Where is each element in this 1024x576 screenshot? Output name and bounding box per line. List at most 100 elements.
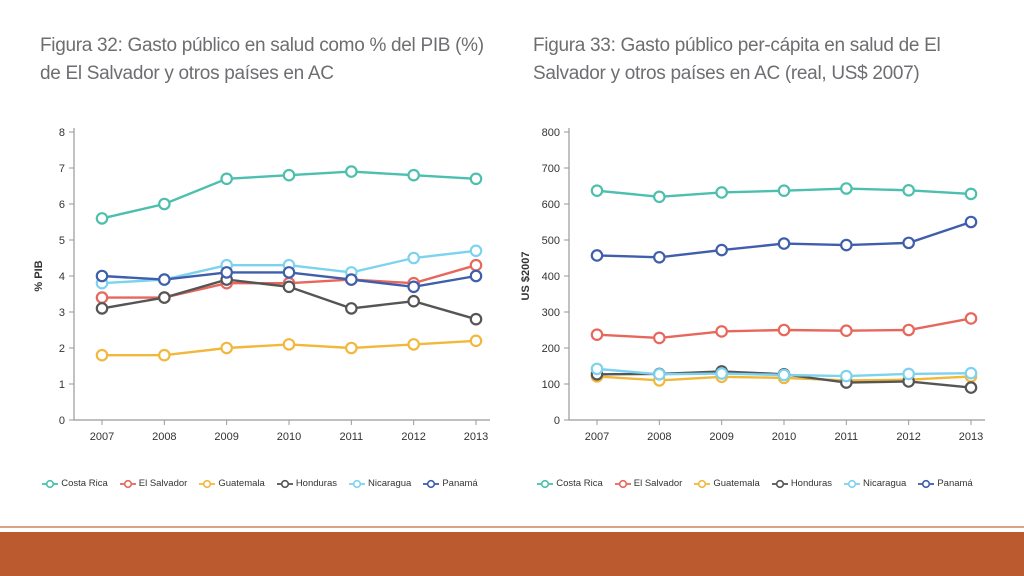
x-tick-label: 2007 — [585, 431, 609, 443]
data-point-el-salvador — [95, 291, 109, 304]
data-point-panam- — [282, 266, 296, 279]
y-tick-label: 600 — [542, 199, 560, 211]
data-point-nicaragua — [777, 368, 791, 382]
data-point-panam- — [777, 237, 791, 250]
x-tick-label: 2007 — [90, 431, 114, 443]
legend-item: Guatemala — [694, 478, 760, 489]
data-point-nicaragua — [902, 367, 915, 381]
data-point-guatemala — [158, 348, 171, 362]
data-point-guatemala — [469, 334, 483, 348]
data-point-nicaragua — [590, 362, 604, 376]
legend-swatch-icon — [918, 479, 935, 488]
legend-item: Panamá — [918, 478, 973, 489]
data-point-nicaragua — [964, 366, 978, 380]
data-point-costa-rica — [95, 212, 109, 225]
legend-item: Nicaragua — [844, 478, 906, 489]
legend-swatch-icon — [614, 479, 631, 488]
x-tick-label: 2010 — [277, 431, 301, 443]
chart-title: Figura 32: Gasto público en salud como %… — [40, 35, 484, 84]
legend-item: Panamá — [423, 478, 478, 489]
legend-label: Nicaragua — [368, 478, 412, 489]
data-point-costa-rica — [590, 184, 604, 197]
data-point-costa-rica — [220, 172, 233, 186]
x-tick-label: 2011 — [835, 431, 859, 443]
y-tick-label: 7 — [59, 163, 65, 175]
y-tick-label: 0 — [554, 415, 560, 427]
legend-swatch-icon — [349, 479, 366, 488]
y-tick-label: 1 — [59, 379, 65, 391]
data-point-panam- — [407, 280, 420, 294]
data-point-costa-rica — [469, 172, 483, 186]
chart-panel-gasto-per-capita: Figura 33: Gasto público per-cápita en s… — [515, 0, 995, 520]
legend-item: Costa Rica — [42, 478, 108, 489]
footer-divider — [0, 526, 1024, 528]
y-tick-label: 3 — [59, 307, 65, 319]
x-tick-label: 2013 — [959, 431, 983, 443]
data-point-costa-rica — [777, 184, 791, 197]
data-point-el-salvador — [590, 328, 604, 341]
y-axis-label: % PIB — [33, 260, 45, 291]
data-point-honduras — [964, 381, 978, 394]
data-point-honduras — [158, 291, 171, 304]
data-point-panam- — [840, 238, 853, 252]
legend-label: Honduras — [295, 478, 338, 489]
data-point-costa-rica — [964, 187, 978, 201]
data-point-guatemala — [407, 338, 420, 351]
data-point-costa-rica — [158, 197, 171, 211]
x-tick-label: 2013 — [464, 431, 488, 443]
data-point-costa-rica — [653, 190, 666, 204]
data-point-costa-rica — [840, 182, 853, 195]
legend-swatch-icon — [771, 479, 788, 488]
data-point-panam- — [964, 215, 978, 229]
y-tick-label: 700 — [542, 163, 560, 175]
legend-label: Guatemala — [713, 478, 760, 489]
legend-label: Panamá — [442, 478, 478, 489]
data-point-guatemala — [345, 341, 358, 355]
data-point-el-salvador — [777, 323, 791, 337]
data-point-nicaragua — [715, 367, 728, 380]
data-point-el-salvador — [902, 323, 915, 337]
x-tick-label: 2012 — [401, 431, 425, 443]
data-point-costa-rica — [407, 168, 420, 182]
data-point-guatemala — [282, 338, 296, 351]
legend-label: Guatemala — [218, 478, 265, 489]
x-tick-label: 2012 — [896, 431, 920, 443]
data-point-panam- — [590, 249, 604, 262]
y-tick-label: 8 — [59, 127, 65, 139]
legend-item: Honduras — [276, 478, 338, 489]
data-point-panam- — [345, 273, 358, 286]
x-tick-label: 2008 — [647, 431, 671, 443]
y-tick-label: 5 — [59, 235, 65, 247]
data-point-el-salvador — [469, 258, 483, 272]
legend-item: Nicaragua — [349, 478, 411, 489]
y-axis-label: US $2007 — [520, 252, 532, 301]
chart-panel-gasto-pib: Figura 32: Gasto público en salud como %… — [20, 0, 500, 520]
data-point-guatemala — [220, 341, 233, 355]
y-tick-label: 4 — [59, 271, 65, 283]
data-point-nicaragua — [407, 251, 420, 265]
y-tick-label: 200 — [542, 343, 560, 355]
legend-swatch-icon — [844, 479, 861, 488]
data-point-nicaragua — [469, 244, 483, 258]
chart-legend: Costa Rica El Salvador Guatemala Honduras Ni… — [515, 478, 995, 489]
legend-label: Costa Rica — [61, 478, 108, 489]
y-tick-label: 100 — [542, 379, 560, 391]
data-point-panam- — [715, 243, 728, 257]
y-tick-label: 0 — [59, 415, 65, 427]
data-point-nicaragua — [840, 369, 853, 383]
legend-swatch-icon — [423, 479, 440, 488]
y-tick-label: 300 — [542, 307, 560, 319]
legend-item: Guatemala — [199, 478, 265, 489]
data-point-el-salvador — [715, 325, 728, 338]
y-tick-label: 800 — [542, 127, 560, 139]
legend-item: Costa Rica — [537, 478, 603, 489]
y-tick-label: 2 — [59, 343, 65, 355]
data-point-honduras — [95, 302, 109, 315]
data-point-guatemala — [95, 348, 109, 362]
chart-title: Figura 33: Gasto público per-cápita en s… — [533, 35, 941, 84]
data-point-costa-rica — [282, 168, 296, 182]
data-point-honduras — [407, 294, 420, 308]
legend-swatch-icon — [199, 479, 216, 488]
data-point-panam- — [653, 250, 666, 264]
data-point-el-salvador — [840, 324, 853, 338]
